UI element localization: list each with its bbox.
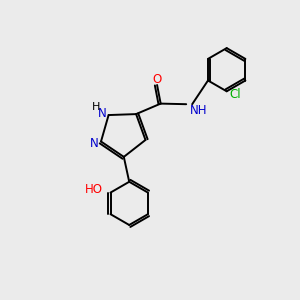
Text: H: H (92, 102, 100, 112)
Text: N: N (98, 107, 106, 120)
Text: Cl: Cl (230, 88, 242, 101)
Text: HO: HO (85, 183, 103, 196)
Text: NH: NH (190, 104, 207, 117)
Text: O: O (152, 73, 162, 86)
Text: N: N (90, 136, 99, 149)
